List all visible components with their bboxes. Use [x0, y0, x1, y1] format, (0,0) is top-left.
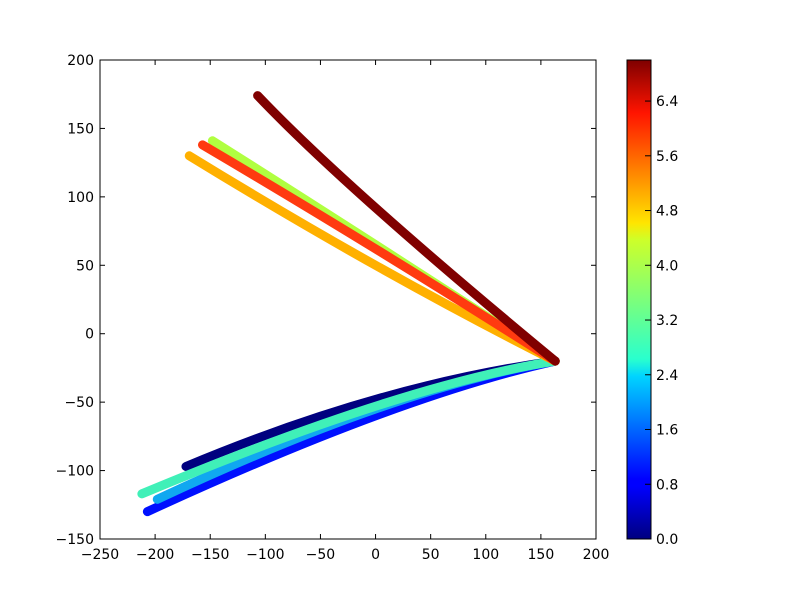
colorbar-tick-label: 6.4 — [656, 94, 678, 110]
colorbar-tick-label: 4.0 — [656, 258, 678, 274]
y-tick-label: 50 — [76, 258, 94, 274]
colorbar-tick-label: 5.6 — [656, 149, 678, 165]
axes-frame — [99, 59, 597, 540]
y-tick-label: 150 — [67, 121, 94, 137]
plot-area: −250 −200 −150 −100 −50 0 50 100 150 200 −150 −100… — [56, 53, 610, 563]
colorbar: 0.0 0.8 1.6 2.4 3.2 4.0 4.8 5.6 6.4 — [626, 59, 678, 548]
scatter-series-3 — [137, 356, 560, 499]
x-tick-label: 150 — [528, 547, 555, 563]
scatter-series — [137, 91, 560, 517]
x-tick-label: −150 — [191, 547, 229, 563]
y-tick-label: −50 — [64, 395, 94, 411]
colorbar-gradient — [626, 59, 652, 540]
x-tick-label: −100 — [246, 547, 284, 563]
colorbar-tick-label: 0.0 — [656, 532, 678, 548]
y-tick-label: 100 — [67, 190, 94, 206]
scatter-series-7 — [253, 91, 560, 366]
y-tick-label: −100 — [56, 464, 94, 480]
axes-background — [100, 60, 596, 539]
scatter-series-5 — [184, 151, 560, 366]
x-tick-label: −50 — [306, 547, 336, 563]
colorbar-tick-label: 3.2 — [656, 313, 678, 329]
x-tick-label: −200 — [136, 547, 174, 563]
y-tick-label: −150 — [56, 532, 94, 548]
colorbar-tick-label: 0.8 — [656, 477, 678, 493]
colorbar-ticks: 0.0 0.8 1.6 2.4 3.2 4.0 4.8 5.6 6.4 — [645, 94, 678, 548]
x-tick-label: 100 — [472, 547, 499, 563]
x-tick-label: −250 — [81, 547, 119, 563]
colorbar-tick-label: 4.8 — [656, 204, 678, 220]
x-tick-label: 50 — [422, 547, 440, 563]
y-tick-label: 0 — [85, 327, 94, 343]
x-tick-label: 200 — [583, 547, 610, 563]
y-tick-label: 200 — [67, 53, 94, 69]
scatter-series-6 — [198, 140, 560, 366]
x-axis: −250 −200 −150 −100 −50 0 50 100 150 200 — [81, 60, 610, 563]
colorbar-tick-label: 1.6 — [656, 423, 678, 439]
y-axis: −150 −100 −50 0 50 100 150 200 — [56, 53, 596, 548]
x-tick-label: 0 — [371, 547, 380, 563]
colorbar-tick-label: 2.4 — [656, 368, 678, 384]
